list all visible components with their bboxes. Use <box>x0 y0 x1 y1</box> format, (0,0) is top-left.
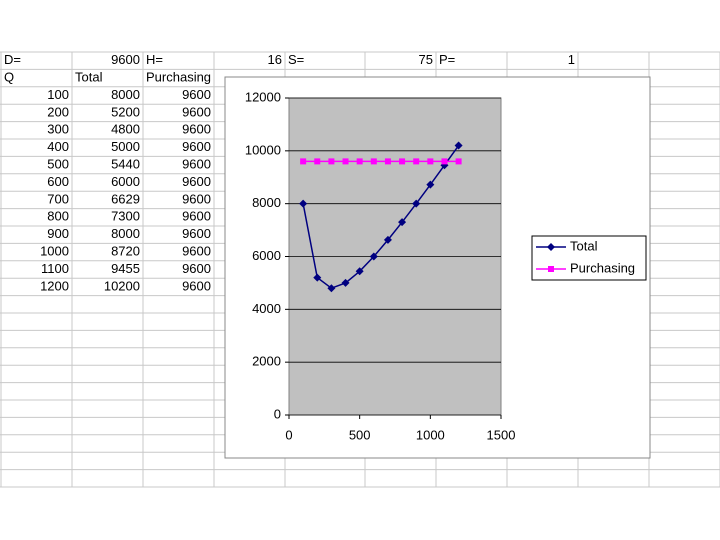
cell: 1 <box>568 52 575 67</box>
cell: 600 <box>47 174 69 189</box>
cell: 500 <box>47 157 69 172</box>
x-tick-label: 1500 <box>487 427 516 442</box>
point <box>412 199 421 208</box>
cell: 9600 <box>182 244 211 259</box>
point <box>327 284 336 293</box>
point <box>426 180 435 189</box>
point <box>341 278 350 287</box>
cell: 6000 <box>111 174 140 189</box>
cell: 800 <box>47 209 69 224</box>
cell: 8720 <box>111 244 140 259</box>
y-tick-label: 8000 <box>252 195 281 210</box>
cell: 8000 <box>111 226 140 241</box>
point <box>383 235 392 244</box>
point <box>455 158 462 165</box>
point <box>355 267 364 276</box>
legend-label: Purchasing <box>570 260 635 275</box>
cell: 1100 <box>41 261 69 276</box>
cell: 5200 <box>111 104 140 119</box>
cell: 9600 <box>182 87 211 102</box>
point <box>384 158 391 165</box>
point <box>299 199 308 208</box>
cell: 1000 <box>40 244 69 259</box>
x-tick-label: 0 <box>285 427 292 442</box>
y-tick-label: 10000 <box>245 142 281 157</box>
chart: 0 2000 4000 6000 8000 10000 12000 0 500 1000 1500 T… <box>224 76 651 459</box>
cell: 9600 <box>182 104 211 119</box>
cell: 9600 <box>111 52 140 67</box>
cell: 10200 <box>104 278 140 293</box>
cell: 9600 <box>182 209 211 224</box>
x-tick-label: 500 <box>349 427 371 442</box>
point <box>413 158 420 165</box>
point <box>342 158 349 165</box>
cell: 7300 <box>111 209 140 224</box>
cell: Q <box>4 70 14 85</box>
cell: H= <box>146 52 163 67</box>
cell: 9455 <box>111 261 140 276</box>
point <box>313 273 322 282</box>
point <box>369 252 378 261</box>
point <box>314 158 321 165</box>
point <box>454 141 463 150</box>
point <box>441 158 448 165</box>
cell: 9600 <box>182 278 211 293</box>
cell: 1200 <box>40 278 69 293</box>
cell: 400 <box>47 139 69 154</box>
cell: S= <box>288 52 304 67</box>
cell: 4800 <box>111 122 140 137</box>
cell: 9600 <box>182 139 211 154</box>
cell: 100 <box>47 87 69 102</box>
cell: 16 <box>268 52 282 67</box>
cell: 300 <box>47 122 69 137</box>
legend-label: Total <box>570 238 598 253</box>
cell: 9600 <box>182 122 211 137</box>
point <box>370 158 377 165</box>
cell: 9600 <box>182 226 211 241</box>
cell: Total <box>75 70 103 85</box>
legend-marker <box>547 243 555 251</box>
cell: 200 <box>47 104 69 119</box>
point <box>328 158 335 165</box>
point <box>399 158 406 165</box>
legend-marker <box>548 266 554 272</box>
cell: D= <box>4 52 21 67</box>
cell: 5000 <box>111 139 140 154</box>
y-tick-label: 2000 <box>252 354 281 369</box>
point <box>356 158 363 165</box>
cell: 9600 <box>182 261 211 276</box>
y-tick-label: 6000 <box>252 248 281 263</box>
cell: 9600 <box>182 191 211 206</box>
cell: 6629 <box>111 191 140 206</box>
point <box>427 158 434 165</box>
y-tick-label: 12000 <box>245 89 281 104</box>
cell: 700 <box>47 191 69 206</box>
cell: 5440 <box>111 157 140 172</box>
cell: Purchasing <box>146 70 211 85</box>
x-tick-label: 1000 <box>416 427 445 442</box>
series-line <box>302 145 460 290</box>
point <box>398 218 407 227</box>
y-tick-label: 4000 <box>252 301 281 316</box>
point <box>300 158 307 165</box>
cell: P= <box>439 52 455 67</box>
cell: 9600 <box>182 157 211 172</box>
y-tick-label: 0 <box>274 406 281 421</box>
cell: 900 <box>47 226 69 241</box>
cell: 9600 <box>182 174 211 189</box>
cell: 8000 <box>111 87 140 102</box>
cell: 75 <box>419 52 433 67</box>
